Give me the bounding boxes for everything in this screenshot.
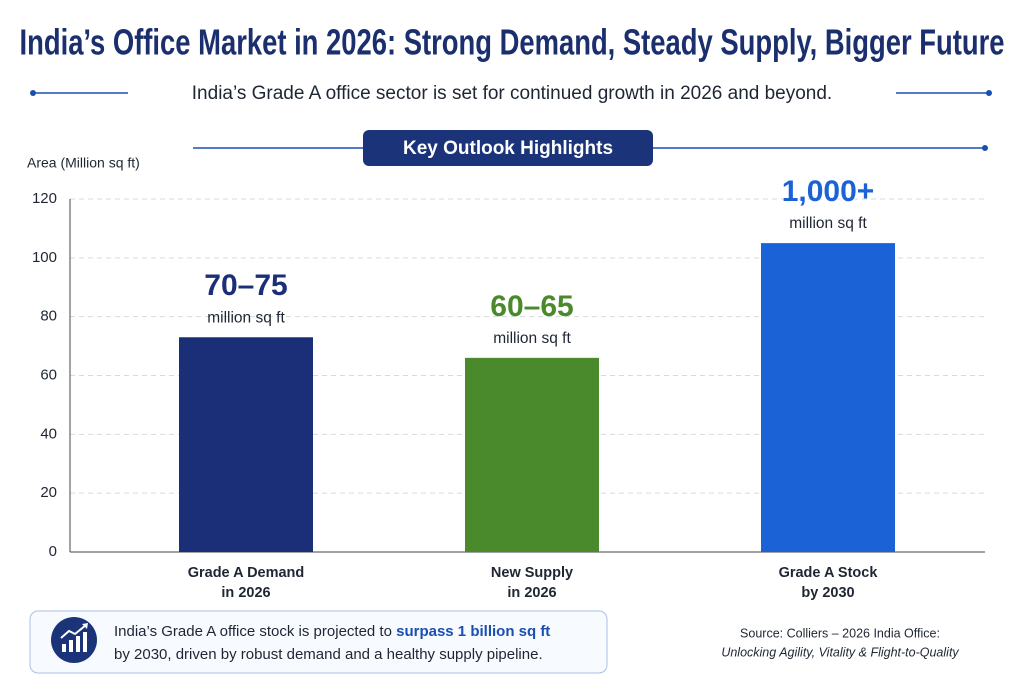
bar [179,337,313,552]
value-unit: million sq ft [493,330,571,347]
section-pill [363,130,653,166]
decor-dot [986,90,992,96]
footnote-emphasis: surpass 1 billion sq ft [396,623,550,640]
icon-circle [51,617,97,663]
y-tick-label: 100 [32,249,57,266]
footnote-line1: India’s Grade A office stock is projecte… [114,623,550,640]
source-line2: Unlocking Agility, Vitality & Flight-to-… [721,645,959,659]
y-tick-label: 120 [32,190,57,207]
y-tick-label: 60 [40,366,57,383]
y-tick-label: 0 [49,543,57,560]
y-tick-label: 40 [40,425,57,442]
x-tick-label: in 2026 [221,585,270,601]
bar [465,357,599,552]
section-label: Key Outlook Highlights [403,138,613,159]
decor-dot [982,145,988,151]
x-tick-label: by 2030 [801,585,854,601]
bar [761,243,895,552]
chart-icon [60,623,88,652]
source-line1: Source: Colliers – 2026 India Office: [740,626,940,640]
value-annotation: 60–65 [490,290,573,323]
x-tick-label: New Supply [491,565,573,581]
x-tick-label: Grade A Demand [188,565,305,581]
value-annotation: 70–75 [204,269,287,302]
footnote-lead: India’s Grade A office stock is projecte… [114,623,396,640]
x-tick-label: Grade A Stock [779,565,879,581]
footnote-box [29,610,608,674]
y-axis-label: Area (Million sq ft) [27,155,140,171]
footnote-line2: by 2030, driven by robust demand and a h… [114,646,543,663]
decor-dot [30,90,36,96]
x-tick-label: in 2026 [507,585,556,601]
value-unit: million sq ft [207,309,285,326]
y-tick-label: 20 [40,484,57,501]
value-unit: million sq ft [789,215,867,232]
plot-area: 0 20 40 60 80 100 120 Grade A Demand in 2026 70–7… [32,175,985,601]
value-annotation: 1,000+ [782,175,875,208]
y-tick-label: 80 [40,308,57,325]
chart-title: India’s Office Market in 2026: Strong De… [20,22,1005,63]
subtitle: India’s Grade A office sector is set for… [192,83,832,104]
